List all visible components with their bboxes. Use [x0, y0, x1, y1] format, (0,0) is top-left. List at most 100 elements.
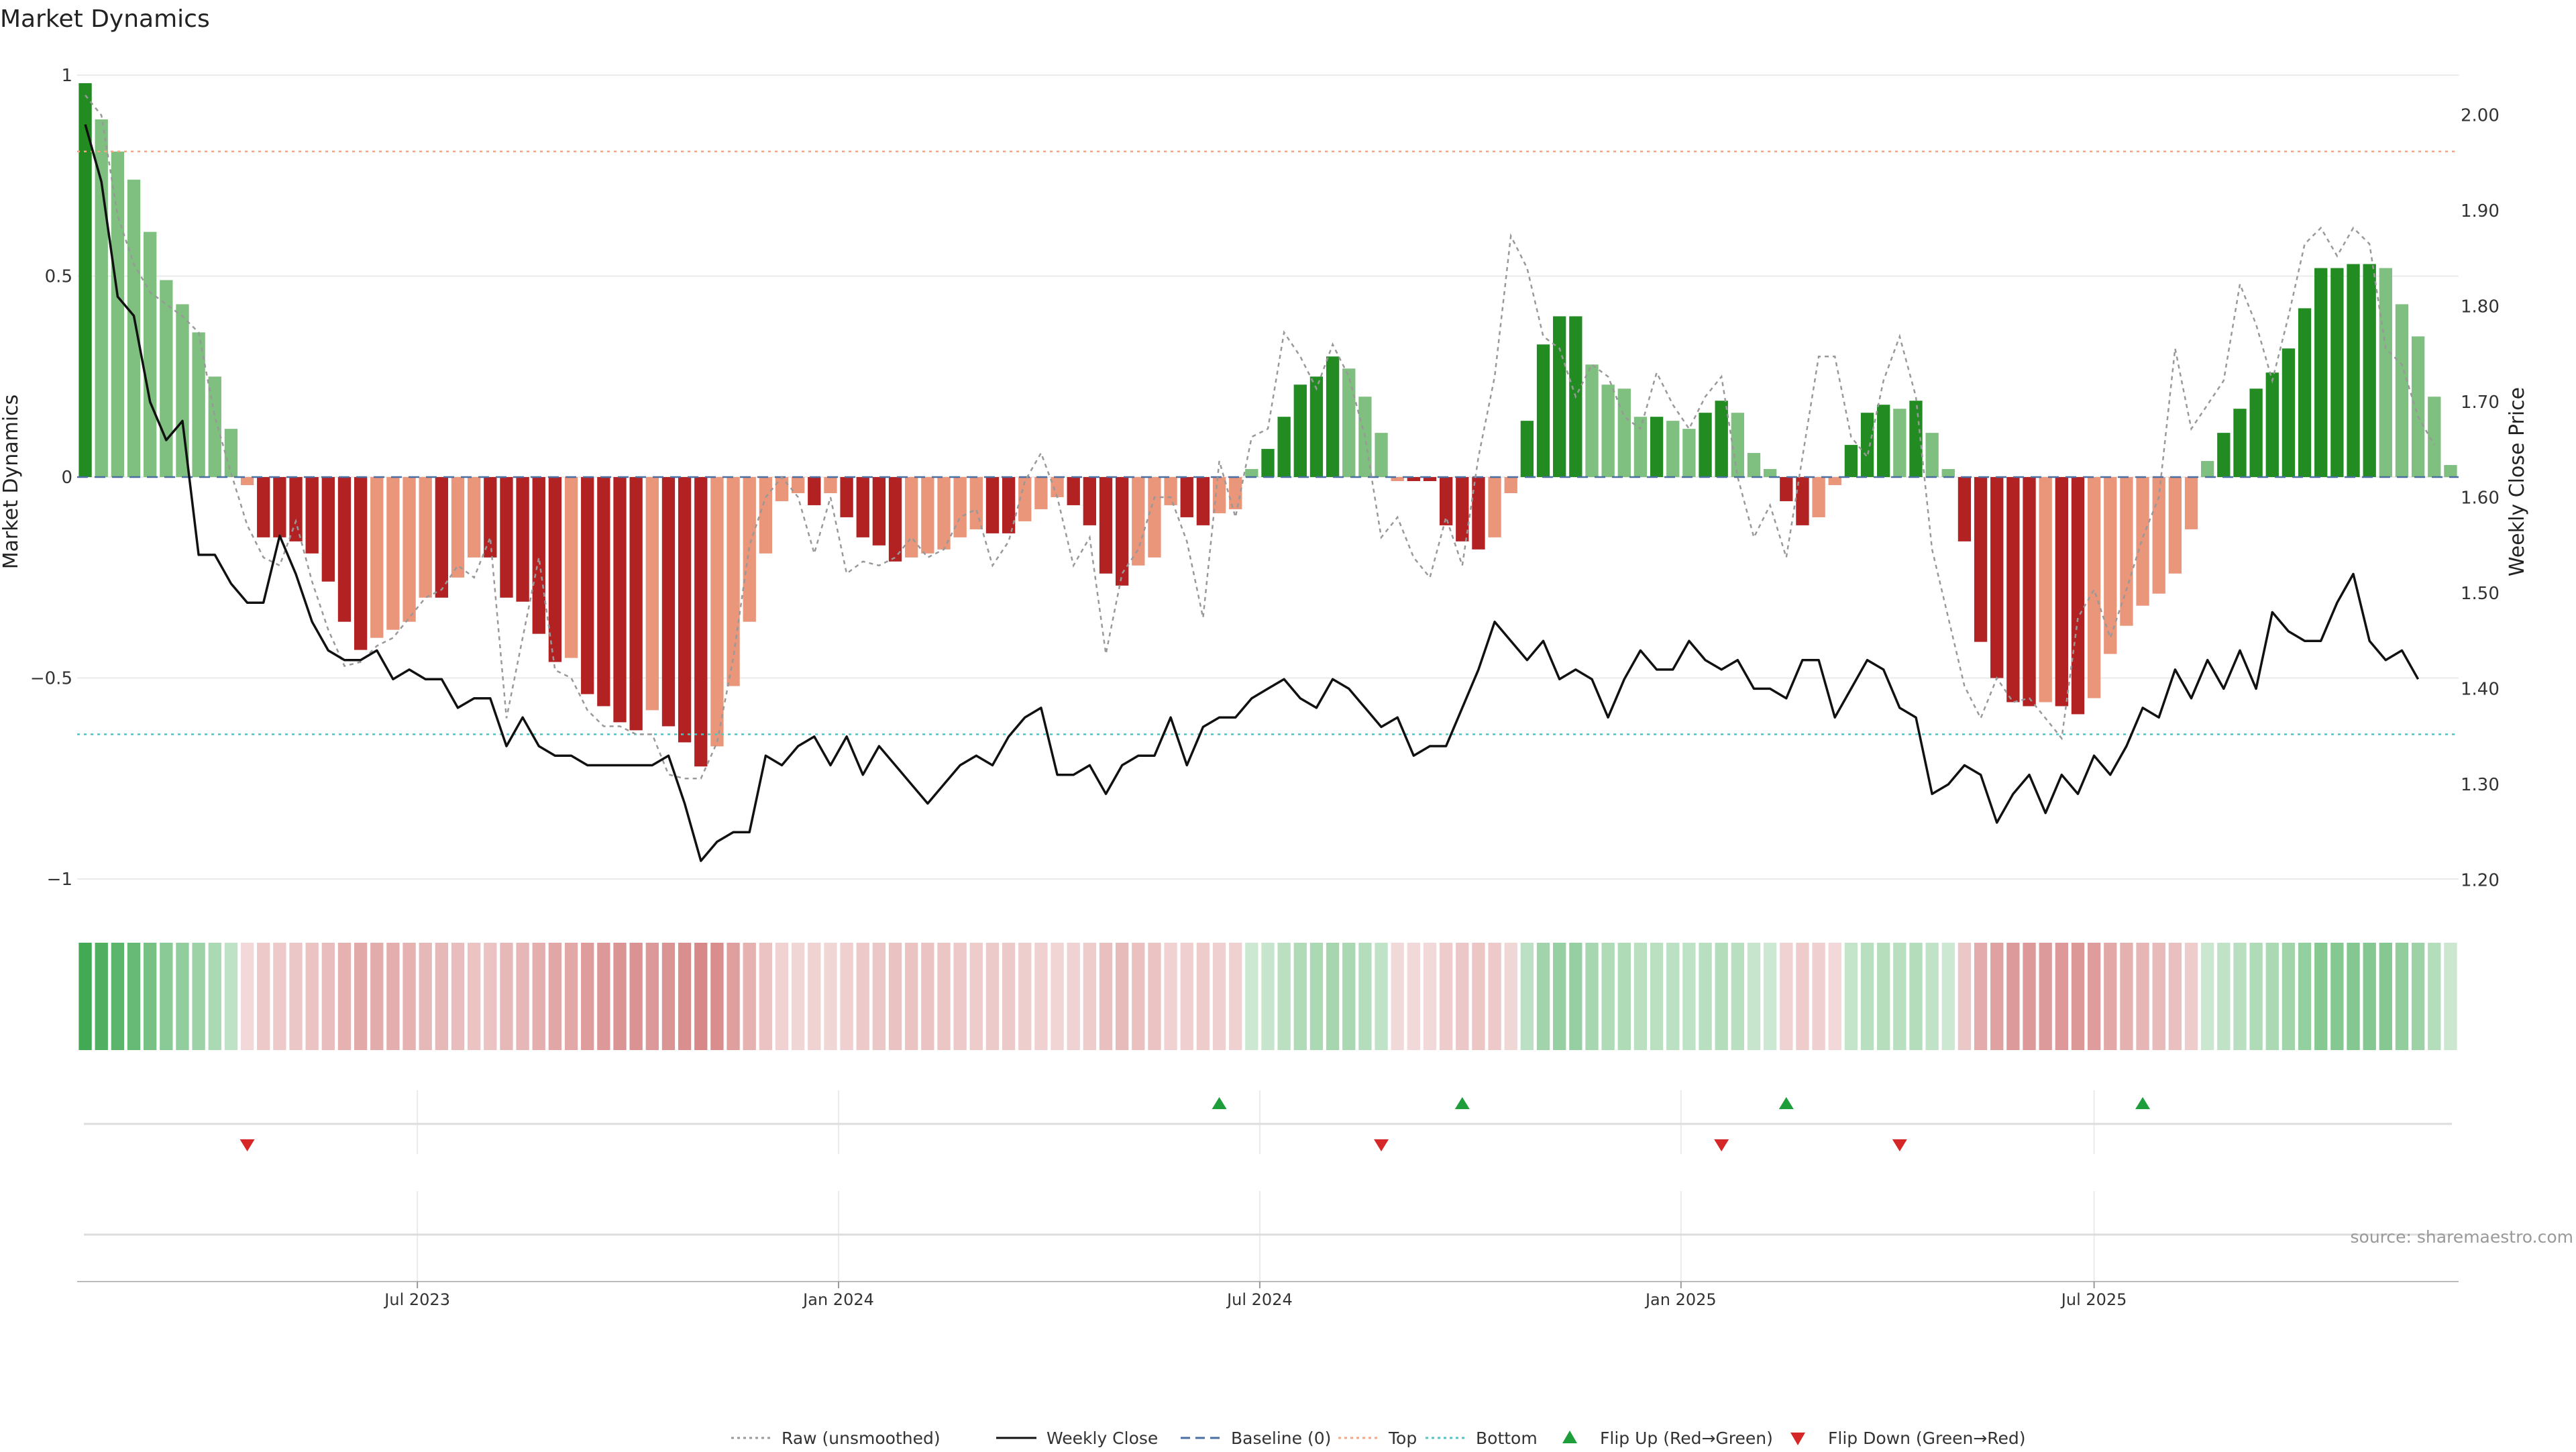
- regime-cell: [808, 943, 821, 1050]
- md-bar: [888, 477, 902, 562]
- md-bar: [1148, 477, 1161, 558]
- regime-cell: [2298, 943, 2312, 1050]
- regime-cell: [856, 943, 869, 1050]
- md-bar: [1666, 421, 1680, 478]
- md-bar: [160, 280, 173, 478]
- regime-cell: [1974, 943, 1988, 1050]
- regime-cell: [1731, 943, 1744, 1050]
- md-bar: [2379, 268, 2392, 478]
- md-bar: [192, 332, 205, 478]
- legend-label: Baseline (0): [1231, 1429, 1331, 1448]
- regime-cell: [2039, 943, 2052, 1050]
- md-bar: [1796, 477, 1809, 525]
- regime-cell: [694, 943, 708, 1050]
- regime-cell: [224, 943, 238, 1050]
- regime-cell: [2379, 943, 2392, 1050]
- md-bar: [1974, 477, 1988, 642]
- md-bar: [1067, 477, 1080, 505]
- regime-cell: [905, 943, 918, 1050]
- md-bar: [1034, 477, 1048, 509]
- bars-layer: [78, 83, 2457, 767]
- y-left-tick-label: −0.5: [30, 669, 72, 689]
- y-right-tick-label: 1.60: [2461, 488, 2500, 508]
- md-bar: [1229, 477, 1242, 509]
- regime-cell: [1277, 943, 1291, 1050]
- legend-label: Top: [1388, 1429, 1417, 1448]
- regime-cell: [2282, 943, 2296, 1050]
- md-bar: [305, 477, 319, 554]
- md-bar: [969, 477, 983, 529]
- md-bar: [1277, 417, 1291, 478]
- x-tick-label: Jul 2023: [383, 1290, 450, 1309]
- regime-cell: [95, 943, 108, 1050]
- md-bar: [2071, 477, 2085, 715]
- regime-cell: [2330, 943, 2344, 1050]
- md-bar: [127, 179, 141, 478]
- regime-cell: [1261, 943, 1275, 1050]
- regime-cell: [208, 943, 221, 1050]
- md-bar: [1488, 477, 1501, 537]
- regime-cell: [613, 943, 627, 1050]
- md-bar: [2039, 477, 2052, 703]
- regime-cell: [1715, 943, 1728, 1050]
- md-bar: [1391, 477, 1404, 482]
- regime-cell: [710, 943, 724, 1050]
- md-bar: [1747, 453, 1761, 478]
- regime-cell: [1877, 943, 1890, 1050]
- regime-cell: [1293, 943, 1307, 1050]
- legend-swatch: [1562, 1431, 1577, 1443]
- md-bar: [694, 477, 708, 767]
- md-bar: [1375, 433, 1388, 478]
- md-bar: [1957, 477, 1972, 541]
- regime-cell: [1844, 943, 1858, 1050]
- regime-cell: [824, 943, 837, 1050]
- md-bar: [1002, 477, 1016, 533]
- md-bar: [1860, 413, 1874, 478]
- regime-cell: [240, 943, 254, 1050]
- y-right-tick-label: 1.30: [2461, 775, 2500, 795]
- md-bar: [240, 477, 254, 485]
- regime-cell: [1034, 943, 1048, 1050]
- md-bar: [1990, 477, 2004, 678]
- regime-cell: [1780, 943, 1793, 1050]
- legend-label: Raw (unsmoothed): [782, 1429, 941, 1448]
- regime-cell: [468, 943, 481, 1050]
- y-right-tick-label: 1.20: [2461, 870, 2500, 890]
- legend-swatch: [1790, 1433, 1805, 1445]
- md-bar: [1617, 388, 1631, 478]
- regime-cell: [500, 943, 513, 1050]
- md-bar: [2184, 477, 2198, 529]
- regime-cell: [1180, 943, 1193, 1050]
- md-bar: [2444, 465, 2457, 478]
- regime-cell: [1617, 943, 1631, 1050]
- md-bar: [1520, 421, 1534, 478]
- md-bar: [1925, 433, 1939, 478]
- regime-cell: [1812, 943, 1825, 1050]
- regime-cell: [2217, 943, 2231, 1050]
- md-bar: [1553, 316, 1566, 478]
- regime-cell: [2168, 943, 2182, 1050]
- regime-cell: [727, 943, 740, 1050]
- legend-item: Bottom: [1426, 1429, 1538, 1448]
- md-bar: [1423, 477, 1437, 482]
- md-bar: [1342, 368, 1356, 478]
- regime-cell: [192, 943, 205, 1050]
- y-right-tick-label: 1.70: [2461, 393, 2500, 413]
- regime-cell: [321, 943, 335, 1050]
- regime-cell: [2265, 943, 2279, 1050]
- md-bar: [2363, 264, 2376, 478]
- regime-cell: [1488, 943, 1501, 1050]
- md-bar: [629, 477, 643, 731]
- regime-cell: [1358, 943, 1372, 1050]
- md-bar: [289, 477, 303, 541]
- regime-cell: [1553, 943, 1566, 1050]
- regime-cell: [1893, 943, 1907, 1050]
- regime-cell: [743, 943, 756, 1050]
- regime-cell: [1650, 943, 1664, 1050]
- regime-cell: [1504, 943, 1517, 1050]
- md-bar: [759, 477, 773, 554]
- md-bar: [1456, 477, 1469, 541]
- legend-label: Bottom: [1476, 1429, 1538, 1448]
- flip-up-marker: [1212, 1097, 1227, 1109]
- md-bar: [727, 477, 740, 686]
